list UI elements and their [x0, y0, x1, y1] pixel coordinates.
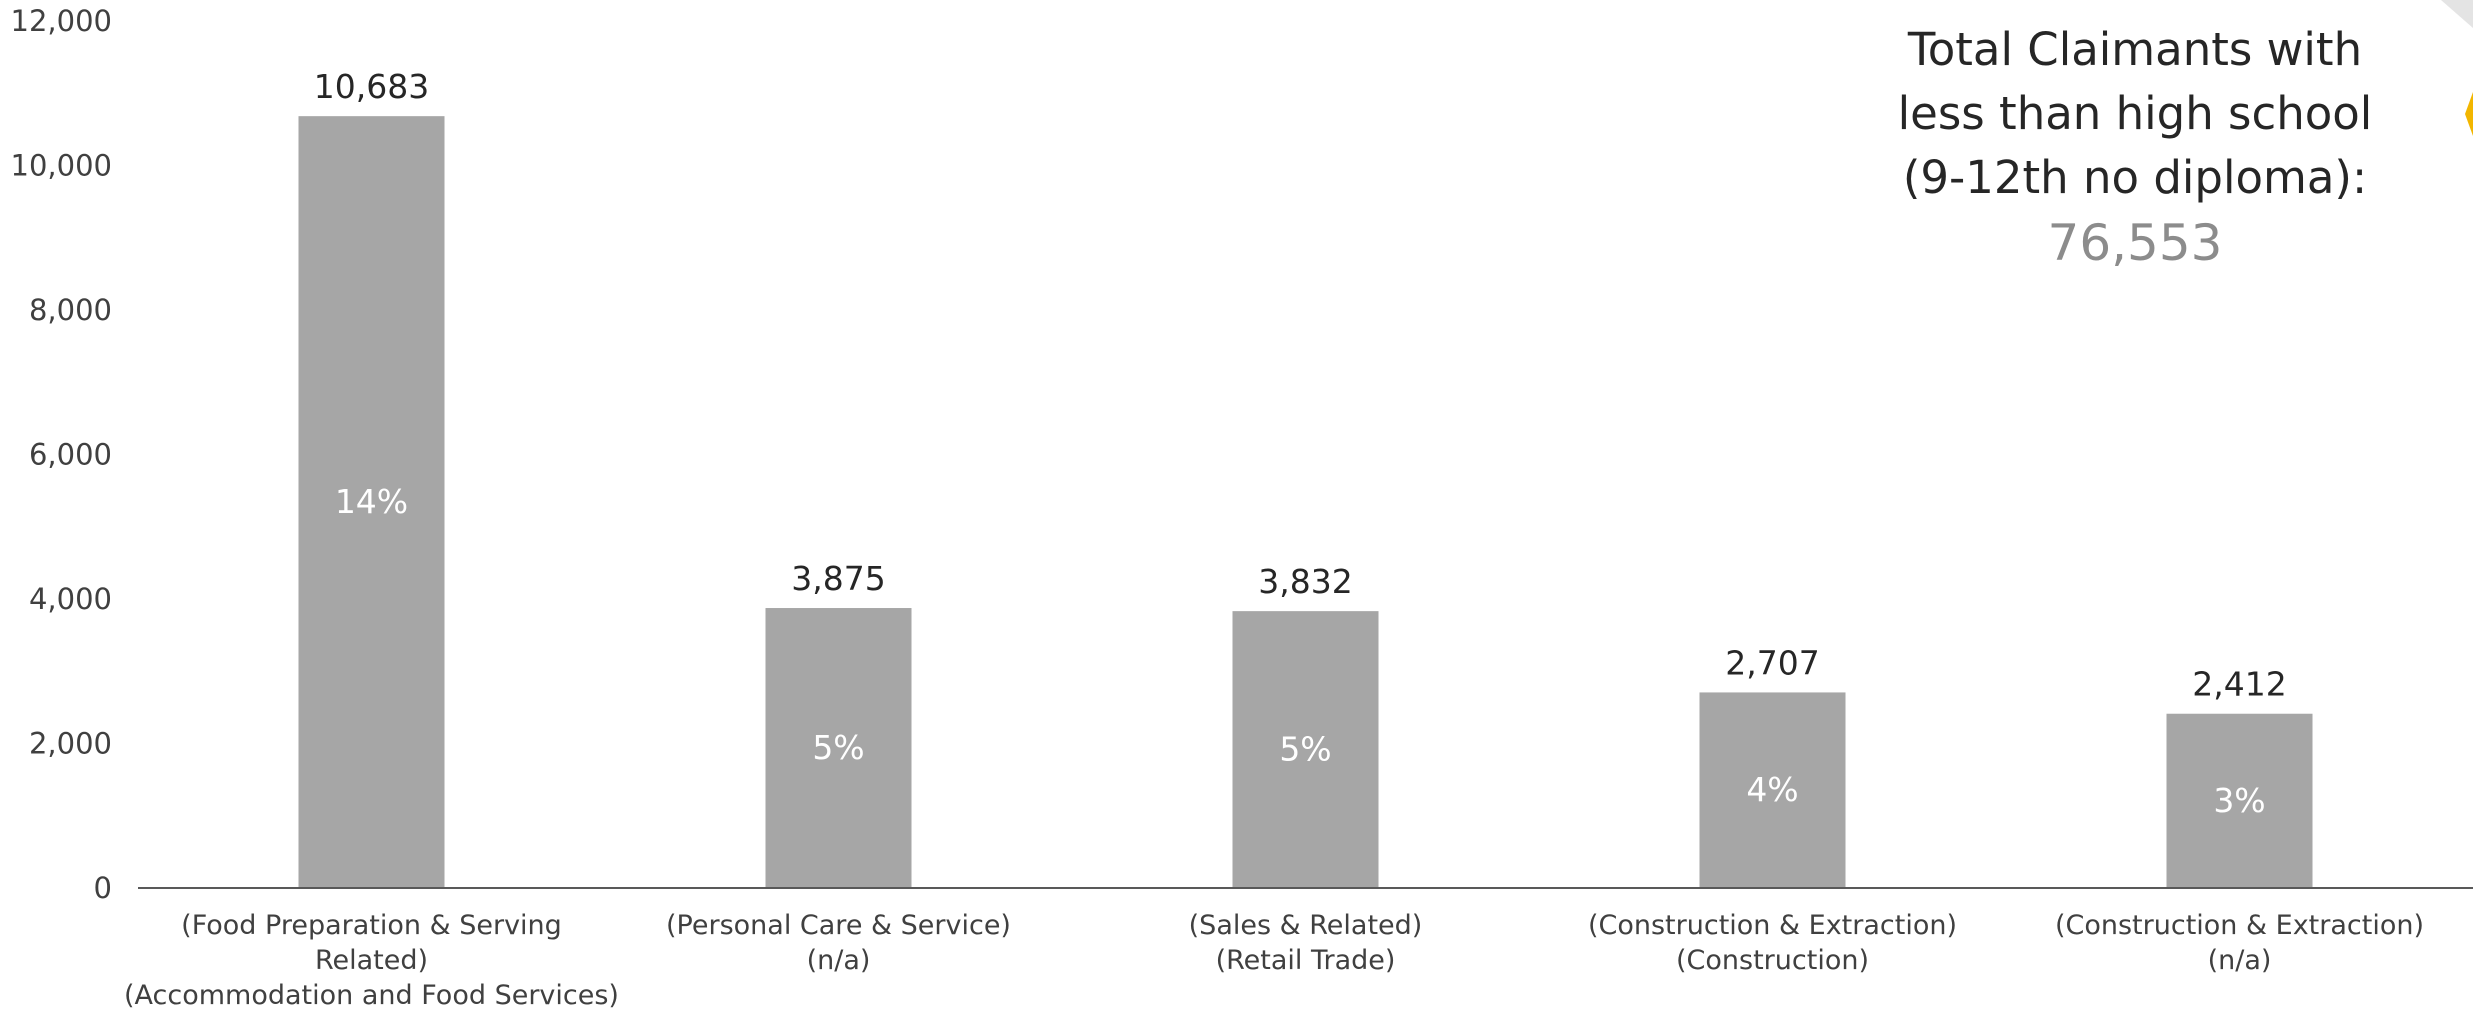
corner-gold-shape	[2465, 92, 2473, 136]
x-category-label: (Construction)	[1676, 945, 1869, 976]
bar-value-label: 2,412	[2192, 665, 2286, 704]
y-tick-label: 8,000	[29, 293, 112, 327]
bar-percent-label: 5%	[812, 728, 864, 767]
summary-total-value: 76,553	[2047, 214, 2223, 272]
bar-percent-label: 3%	[2213, 781, 2265, 820]
bar	[1699, 692, 1846, 888]
x-category-label: (Personal Care & Service)	[666, 910, 1011, 941]
x-category-label: (Construction & Extraction)	[2055, 910, 2424, 941]
bar-value-label: 3,832	[1258, 562, 1352, 601]
bar	[765, 608, 912, 888]
y-tick-label: 10,000	[11, 149, 112, 183]
y-tick-label: 12,000	[11, 4, 112, 38]
bar-value-label: 10,683	[314, 67, 429, 106]
bar	[2166, 713, 2313, 888]
bar	[298, 116, 445, 888]
summary-line-1: Total Claimants with	[1907, 23, 2363, 76]
x-category-label: (Accommodation and Food Services)	[124, 980, 619, 1010]
x-category-label: Related)	[315, 945, 428, 976]
x-category-label: (n/a)	[2208, 945, 2272, 976]
y-tick-label: 4,000	[29, 582, 112, 616]
corner-gray-shape	[2441, 0, 2473, 28]
summary-line-3: (9-12th no diploma):	[1902, 151, 2368, 204]
x-category-label: (n/a)	[807, 945, 871, 976]
bar-percent-label: 14%	[335, 482, 408, 521]
x-category-label: (Retail Trade)	[1216, 945, 1396, 976]
y-tick-label: 6,000	[29, 438, 112, 472]
y-tick-label: 0	[94, 871, 112, 905]
x-category-label: (Food Preparation & Serving	[181, 910, 562, 941]
bar-value-label: 2,707	[1725, 643, 1819, 682]
x-category-label: (Sales & Related)	[1189, 910, 1423, 941]
x-category-label: (Construction & Extraction)	[1588, 910, 1957, 941]
y-tick-label: 2,000	[29, 727, 112, 761]
total-claimants-callout: Total Claimants with less than high scho…	[1850, 18, 2420, 276]
corner-decoration	[2441, 0, 2473, 136]
bar	[1232, 611, 1379, 888]
summary-line-2: less than high school	[1897, 87, 2373, 140]
bar-percent-label: 4%	[1746, 770, 1798, 809]
bar-value-label: 3,875	[791, 559, 885, 598]
bar-percent-label: 5%	[1279, 730, 1331, 769]
